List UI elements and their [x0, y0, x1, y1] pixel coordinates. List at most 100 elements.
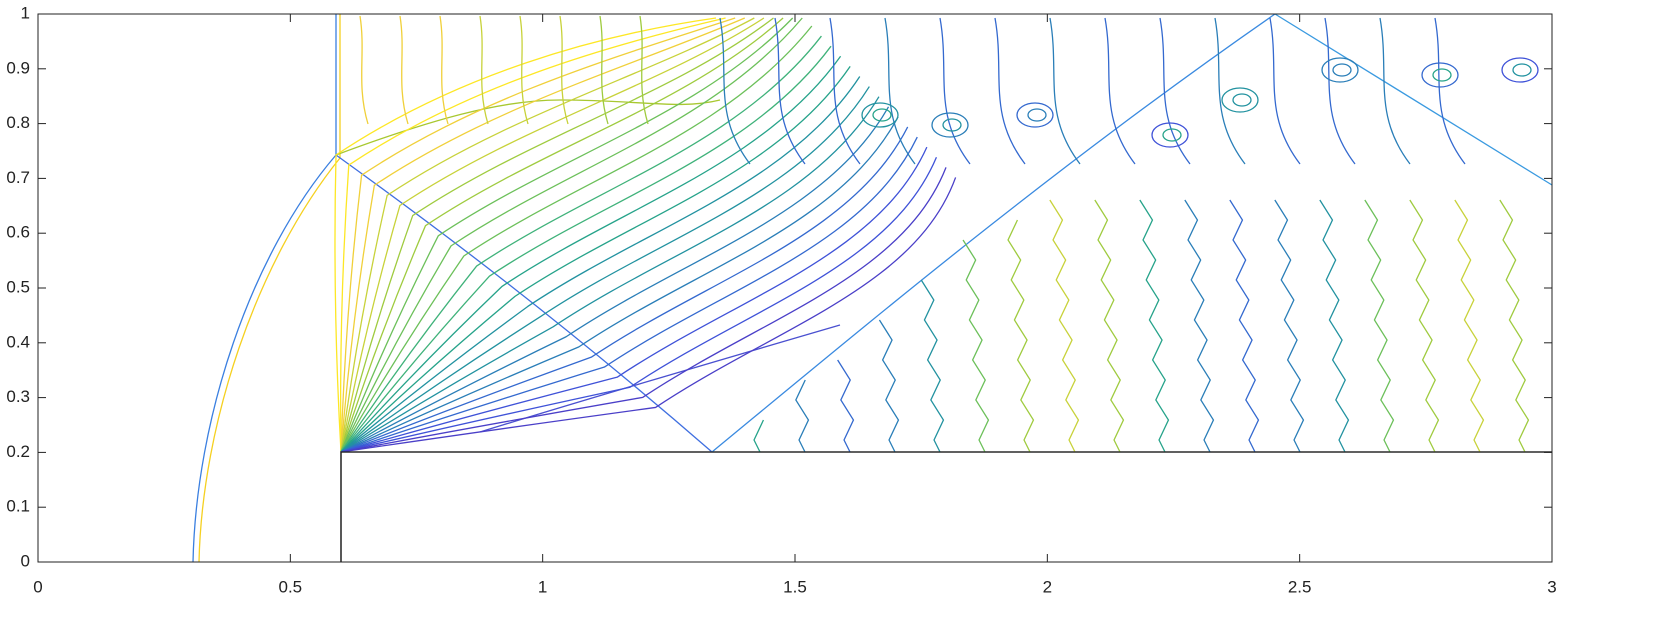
vortex: [1512, 63, 1532, 77]
x-tick-label: 3: [1547, 577, 1556, 596]
contour-line: [994, 17, 1026, 165]
contour-line: [837, 359, 855, 453]
vortex: [1321, 57, 1359, 83]
contour-line: [1094, 199, 1125, 453]
shock-edge: [198, 14, 341, 563]
contour-line: [884, 17, 916, 165]
contour-line: [340, 177, 957, 453]
contour-line: [340, 86, 870, 453]
contour-line: [340, 25, 813, 453]
y-tick-label: 0.7: [6, 168, 30, 187]
vortex: [1162, 128, 1182, 142]
y-tick-label: 0: [21, 551, 30, 570]
vortex: [872, 108, 892, 122]
contour-line: [340, 17, 784, 453]
y-tick-label: 0.8: [6, 113, 30, 132]
contour-line: [1319, 199, 1350, 453]
contour-line: [340, 66, 851, 453]
y-tick-label: 0.1: [6, 497, 30, 516]
contour-field: [192, 13, 1553, 563]
contour-line: [1049, 199, 1080, 453]
contour-line: [340, 45, 832, 453]
contour-line: [795, 379, 810, 453]
contour-line: [1159, 17, 1191, 165]
x-tick-label: 2.5: [1288, 577, 1312, 596]
contour-line: [719, 17, 751, 165]
vortex: [861, 102, 899, 128]
vortex: [1027, 108, 1047, 122]
step-wall: [340, 451, 1552, 562]
y-tick-label: 0.4: [6, 332, 30, 351]
contour-line: [359, 15, 369, 125]
slip-line: [335, 99, 721, 156]
y-tick-label: 0.6: [6, 223, 30, 242]
contour-line: [399, 15, 409, 125]
bow-shock: [192, 14, 337, 563]
contour-line: [1049, 17, 1081, 165]
contour-line: [439, 15, 449, 125]
vortex: [1421, 62, 1459, 88]
y-tick-label: 0.5: [6, 277, 30, 296]
contour-line: [340, 17, 755, 453]
contour-line: [339, 17, 726, 453]
contour-line: [340, 35, 822, 453]
y-tick-label: 0.3: [6, 387, 30, 406]
contour-line: [1229, 199, 1260, 453]
contour-line: [1434, 17, 1466, 165]
vortex: [1432, 68, 1452, 82]
x-tick-label: 0: [33, 577, 42, 596]
reflected-shock: [335, 154, 713, 453]
contour-line: [1269, 17, 1301, 165]
contour-line: [340, 17, 803, 453]
contour-line: [340, 55, 842, 453]
vortex: [931, 112, 969, 138]
contour-line: [340, 126, 909, 453]
contour-line: [340, 106, 890, 453]
vortex: [1501, 57, 1539, 83]
contour-line: [340, 17, 736, 453]
contour-line: [340, 157, 938, 453]
reflected-shock: [1274, 13, 1553, 186]
contour-line: [753, 419, 765, 453]
contour-line: [340, 116, 899, 453]
contour-line: [340, 76, 861, 453]
contour-line: [1184, 199, 1215, 453]
contour-line: [1104, 17, 1136, 165]
vortex: [1221, 87, 1259, 113]
contour-line: [340, 96, 880, 453]
contour-line: [939, 17, 971, 165]
contour-line: [340, 17, 765, 453]
contour-line: [1454, 199, 1485, 453]
x-tick-label: 2: [1043, 577, 1052, 596]
contour-line: [1214, 17, 1246, 165]
contour-line: [1007, 219, 1035, 453]
contour-line: [829, 17, 861, 165]
contour-line: [1499, 199, 1530, 453]
contour-line: [1364, 199, 1395, 453]
contour-line: [519, 15, 529, 125]
contour-line: [340, 17, 794, 453]
contour-line: [1379, 17, 1411, 165]
contour-line: [1409, 199, 1440, 453]
contour-line: [920, 279, 945, 453]
contour-line: [1274, 199, 1305, 453]
contour-line: [559, 15, 569, 125]
contour-line: [639, 15, 649, 125]
contour-line: [340, 17, 774, 453]
contour-line: [479, 15, 489, 125]
contour-line: [340, 17, 746, 453]
contour-line: [878, 319, 900, 453]
reflected-shock: [711, 13, 1276, 453]
contour-line: [340, 136, 918, 453]
vortex: [1016, 102, 1054, 128]
x-tick-label: 1: [538, 577, 547, 596]
contour-line: [1139, 199, 1170, 453]
vortex: [1232, 93, 1252, 107]
y-tick-label: 1: [21, 3, 30, 22]
x-tick-label: 0.5: [279, 577, 303, 596]
contour-line: [1324, 17, 1356, 165]
contour-line: [334, 17, 717, 453]
vortex: [1332, 63, 1352, 77]
y-tick-label: 0.9: [6, 58, 30, 77]
